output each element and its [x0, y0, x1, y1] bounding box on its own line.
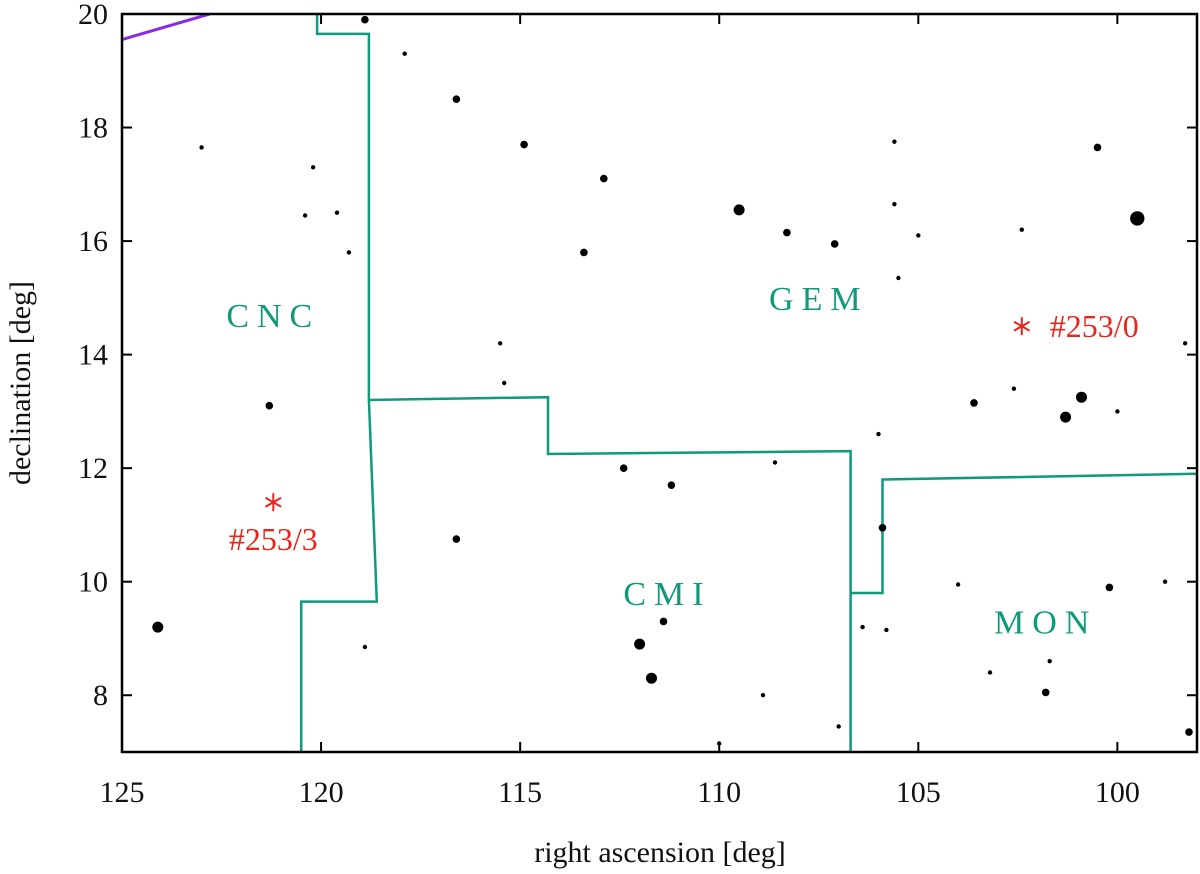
star-point-26	[783, 228, 791, 237]
star-point-29	[876, 431, 881, 437]
y-tick-label: 10	[78, 566, 108, 599]
star-point-42	[1041, 688, 1050, 697]
star-point-22	[733, 204, 745, 216]
y-axis-label: declination [deg]	[4, 281, 37, 485]
star-point-9	[402, 51, 407, 56]
y-tick-label: 8	[93, 679, 108, 712]
x-axis-label: right ascension [deg]	[534, 836, 786, 869]
star-point-43	[1047, 659, 1052, 664]
star-point-39	[987, 670, 993, 675]
marker-label-0: #253/0	[1050, 308, 1139, 344]
star-point-40	[1011, 386, 1017, 391]
star-point-32	[884, 627, 889, 633]
star-point-30	[878, 524, 887, 532]
star-point-13	[502, 380, 507, 386]
x-tick-label: 110	[697, 776, 741, 809]
star-point-12	[498, 341, 503, 346]
plot-frame	[120, 12, 1199, 754]
star-point-47	[1105, 583, 1114, 592]
marker-asterisk-stroke	[265, 496, 282, 508]
star-point-48	[1115, 409, 1120, 414]
star-point-8	[362, 644, 368, 650]
star-point-5	[334, 210, 340, 215]
star-point-21	[667, 481, 676, 490]
x-tick-label: 125	[100, 776, 145, 809]
marker-asterisk-stroke	[1013, 320, 1031, 332]
x-tick-label: 115	[498, 776, 542, 809]
star-point-35	[896, 275, 901, 281]
star-point-34	[892, 202, 897, 207]
star-point-44	[1060, 411, 1072, 423]
ecliptic-line	[122, 14, 211, 41]
star-point-10	[452, 95, 461, 103]
marker-1	[265, 493, 282, 512]
star-point-18	[634, 638, 646, 650]
star-point-7	[361, 15, 369, 24]
star-point-0	[152, 621, 164, 633]
marker-0	[1013, 317, 1031, 336]
star-point-45	[1076, 391, 1087, 403]
boundary-line-2	[850, 472, 1197, 595]
star-point-41	[1019, 227, 1024, 232]
star-point-15	[580, 248, 588, 257]
star-point-16	[600, 174, 608, 183]
axes: 125 120 115 110 105 100 8 10 12 14 16 18 20	[78, 0, 1197, 809]
star-point-24	[760, 693, 766, 698]
star-point-31	[860, 624, 865, 630]
x-tick-label: 100	[1095, 776, 1140, 809]
y-tick-label: 12	[78, 452, 108, 485]
star-point-50	[1162, 579, 1168, 584]
boundary-line-0	[315, 14, 852, 752]
plot-area: CNC GEM CMI MON #253/0 #253/3	[122, 14, 1197, 752]
y-tick-label: 18	[78, 112, 108, 145]
star-point-19	[646, 672, 657, 684]
y-tick-label: 16	[78, 225, 108, 258]
star-point-49	[1130, 211, 1145, 226]
x-tick-label: 120	[299, 776, 344, 809]
star-point-38	[970, 399, 978, 407]
star-point-36	[916, 233, 921, 238]
y-tick-label: 20	[78, 0, 108, 31]
star-point-14	[520, 140, 528, 149]
region-label-cnc: CNC	[226, 298, 320, 335]
star-point-28	[836, 724, 841, 729]
region-label-gem: GEM	[769, 281, 869, 318]
marker-label-1: #253/3	[229, 521, 318, 557]
star-point-25	[772, 460, 778, 465]
y-tick-label: 14	[78, 339, 108, 372]
region-label-cmi: CMI	[623, 576, 711, 613]
star-point-3	[310, 165, 316, 170]
star-point-33	[892, 139, 897, 144]
star-point-6	[346, 250, 352, 255]
star-point-4	[302, 213, 308, 218]
boundary-line-1	[299, 399, 379, 752]
star-point-51	[1182, 341, 1188, 346]
star-point-1	[199, 145, 204, 150]
star-point-52	[1185, 728, 1193, 736]
star-point-46	[1093, 143, 1102, 152]
star-point-37	[955, 582, 961, 587]
star-point-11	[452, 535, 461, 543]
star-point-2	[265, 401, 274, 410]
star-point-17	[619, 464, 628, 473]
star-point-27	[830, 240, 839, 248]
star-point-20	[659, 617, 668, 626]
region-label-mon: MON	[994, 604, 1097, 641]
x-tick-label: 105	[896, 776, 941, 809]
